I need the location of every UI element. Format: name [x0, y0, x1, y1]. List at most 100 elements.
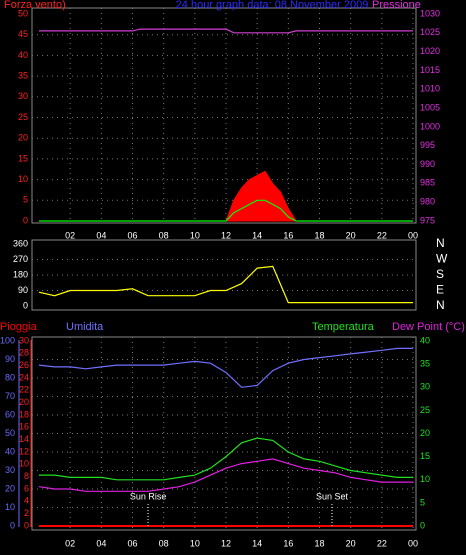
- y2-tick-label: 1000: [420, 121, 440, 131]
- y2-tick-label: 1010: [420, 84, 440, 94]
- line: [38, 347, 413, 388]
- y-tick-label: 270: [13, 254, 28, 264]
- y3-tick-label: 16: [19, 422, 29, 432]
- x-tick-label: 00: [408, 538, 418, 548]
- y3-tick-label: 4: [24, 496, 29, 506]
- y-tick-label: 0: [10, 520, 15, 530]
- y-tick-label: 50: [5, 428, 15, 438]
- line: [38, 458, 413, 492]
- axis-label: Forza vento): [4, 0, 66, 11]
- y2-tick-label: 995: [420, 140, 435, 150]
- y2-tick-label: 1005: [420, 102, 440, 112]
- series-label: Umidita: [66, 321, 104, 333]
- y3-tick-label: 12: [19, 446, 29, 456]
- y-tick-label: 35: [18, 70, 28, 80]
- y-tick-label: 10: [5, 502, 15, 512]
- x-tick-label: 16: [283, 230, 293, 240]
- y-tick-label: 50: [18, 8, 28, 18]
- chart-title: 24 hour graph data: 08 November 2009: [176, 0, 369, 11]
- y2-tick-label: N: [436, 236, 445, 250]
- y2-tick-label: W: [436, 252, 448, 266]
- y-tick-label: 40: [5, 446, 15, 456]
- y2-tick-label: 1015: [420, 65, 440, 75]
- y-tick-label: 10: [18, 174, 28, 184]
- y2-tick-label: 0: [420, 520, 425, 530]
- plot-frame: [31, 7, 417, 224]
- y3-tick-label: 26: [19, 360, 29, 370]
- y-tick-label: 180: [13, 269, 28, 279]
- x-tick-label: 10: [190, 538, 200, 548]
- x-tick-label: 14: [252, 230, 262, 240]
- y-tick-label: 90: [5, 354, 15, 364]
- x-tick-label: 10: [190, 230, 200, 240]
- y-tick-label: 30: [18, 91, 28, 101]
- x-tick-label: 12: [221, 230, 231, 240]
- x-tick-label: 18: [314, 538, 324, 548]
- x-tick-label: 22: [377, 230, 387, 240]
- y-tick-label: 100: [0, 335, 15, 345]
- y2-tick-label: 40: [420, 335, 430, 345]
- y2-tick-label: 25: [420, 405, 430, 415]
- y2-tick-label: 1030: [420, 8, 440, 18]
- y2-tick-label: N: [436, 298, 445, 312]
- y-tick-label: 20: [5, 483, 15, 493]
- x-tick-label: 20: [346, 230, 356, 240]
- y2-tick-label: 980: [420, 197, 435, 207]
- annotation: Sun Set: [316, 491, 349, 501]
- line: [39, 28, 413, 34]
- y-tick-label: 70: [5, 391, 15, 401]
- y2-tick-label: 30: [420, 382, 430, 392]
- x-tick-label: 18: [314, 230, 324, 240]
- x-tick-label: 04: [96, 230, 106, 240]
- y-tick-label: 360: [13, 238, 28, 248]
- x-tick-label: 06: [127, 230, 137, 240]
- y3-tick-label: 18: [19, 409, 29, 419]
- y3-tick-label: 22: [19, 385, 29, 395]
- y2-tick-label: 20: [420, 428, 430, 438]
- x-tick-label: 02: [65, 230, 75, 240]
- line: [38, 265, 413, 304]
- y-tick-label: 0: [23, 300, 28, 310]
- y2-tick-label: S: [436, 267, 444, 281]
- y2-tick-label: 990: [420, 159, 435, 169]
- y-tick-label: 80: [5, 372, 15, 382]
- x-tick-label: 04: [96, 538, 106, 548]
- y-tick-label: 20: [18, 133, 28, 143]
- series-label: Dew Point (°C): [392, 321, 465, 333]
- axis-label: Pressione: [372, 0, 421, 11]
- y-tick-label: 5: [23, 195, 28, 205]
- y3-tick-label: 0: [24, 520, 29, 530]
- series-label: Pioggia: [0, 321, 38, 333]
- y2-tick-label: 15: [420, 451, 430, 461]
- y3-tick-label: 6: [24, 483, 29, 493]
- y2-tick-label: 5: [420, 497, 425, 507]
- x-tick-label: 08: [159, 538, 169, 548]
- y2-tick-label: 35: [420, 359, 430, 369]
- x-tick-label: 02: [65, 538, 75, 548]
- x-tick-label: 16: [283, 538, 293, 548]
- y2-tick-label: 1020: [420, 46, 440, 56]
- y-tick-label: 0: [23, 215, 28, 225]
- x-tick-label: 08: [159, 230, 169, 240]
- y2-tick-label: 985: [420, 178, 435, 188]
- y3-tick-label: 14: [19, 434, 29, 444]
- y-tick-label: 30: [5, 465, 15, 475]
- y3-tick-label: 28: [19, 348, 29, 358]
- y-tick-label: 25: [18, 112, 28, 122]
- x-tick-label: 06: [127, 538, 137, 548]
- series-label: Temperatura: [312, 321, 375, 333]
- y3-tick-label: 20: [19, 397, 29, 407]
- y3-tick-label: 24: [19, 372, 29, 382]
- x-tick-label: 14: [252, 538, 262, 548]
- line: [39, 437, 413, 481]
- y-tick-label: 15: [18, 153, 28, 163]
- annotation: Sun Rise: [130, 491, 167, 501]
- x-tick-label: 00: [408, 230, 418, 240]
- y-tick-label: 45: [18, 29, 28, 39]
- y2-tick-label: 975: [420, 215, 435, 225]
- y-tick-label: 60: [5, 409, 15, 419]
- y-tick-label: 90: [18, 285, 28, 295]
